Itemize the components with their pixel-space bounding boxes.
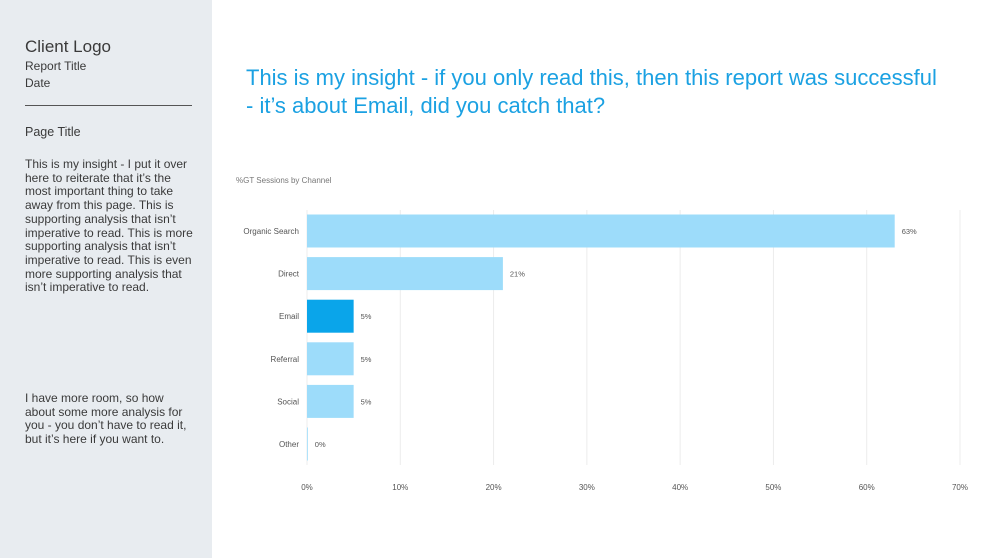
x-tick-label: 60% [859,483,875,492]
x-tick-label: 40% [672,483,688,492]
x-tick-label: 70% [952,483,968,492]
category-label: Email [279,312,299,321]
bar [307,214,895,248]
bar [307,342,354,376]
x-tick-label: 0% [301,483,313,492]
client-logo: Client Logo [25,37,112,56]
x-tick-label: 20% [486,483,502,492]
data-label: 5% [361,355,372,364]
bar [307,299,354,333]
category-label: Organic Search [243,227,299,236]
data-label: 21% [510,270,525,279]
bar [307,384,354,418]
bar-chart: 0% 10% 20% 30% 40% 50% 60% 70% Organic Search 63%… [243,210,968,492]
x-tick-label: 10% [392,483,408,492]
bar [307,427,308,461]
category-label: Direct [278,270,300,279]
data-label: 5% [361,397,372,406]
sidebar-paragraph-2: I have more room, so how about some more… [25,391,187,447]
page-title: Page Title [25,125,81,139]
sidebar-divider [25,105,192,106]
sidebar-paragraph-1: This is my insight - I put it over here … [25,157,193,295]
insight-headline: This is my insight - if you only read th… [246,65,937,118]
category-label: Referral [271,355,300,364]
category-label: Social [277,397,299,406]
chart-title: %GT Sessions by Channel [236,176,332,185]
x-tick-label: 30% [579,483,595,492]
sidebar: Client Logo Report Title Date Page Title… [0,0,212,558]
report-title: Report Title [25,59,87,73]
data-label: 63% [902,227,917,236]
data-label: 0% [315,440,326,449]
data-label: 5% [361,312,372,321]
bar [307,257,503,291]
x-tick-label: 50% [765,483,781,492]
report-date: Date [25,76,51,90]
category-label: Other [279,440,299,449]
